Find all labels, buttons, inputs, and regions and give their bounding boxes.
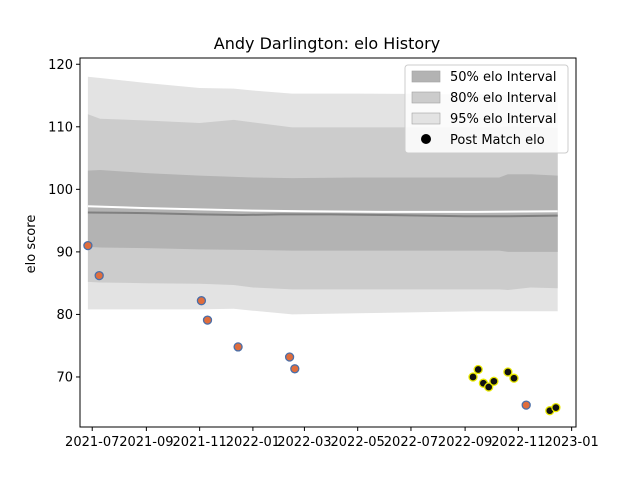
x-tick-label-4: 2022-01 (226, 435, 280, 450)
plot-frame (79, 57, 577, 428)
x-axis: 2021-07 2021-092021-112022-012022-032022-… (65, 427, 599, 450)
trend-lines (87, 205, 558, 218)
x-tick-label-9: 2022-11 (491, 435, 545, 450)
data-point-9 (473, 364, 483, 375)
data-point-6 (284, 352, 295, 362)
data-point-3 (196, 296, 207, 306)
data-point-15 (521, 400, 531, 410)
y-tick-label-6: 120 (48, 58, 73, 73)
legend-swatch-2 (411, 91, 441, 104)
legend-label-4: Post Match elo (450, 133, 545, 148)
legend: 50% elo Interval 80% elo Interval 95% elo … (404, 64, 569, 154)
data-point-8 (468, 372, 478, 382)
data-point-14 (509, 373, 519, 383)
median-line (87, 211, 558, 218)
post-match-points (83, 240, 561, 416)
legend-swatch-1 (411, 70, 441, 83)
y-axis: 70 80 90 100 110 120 (48, 58, 80, 385)
data-point-13 (503, 367, 513, 377)
data-point-1 (83, 240, 93, 251)
legend-marker-4 (421, 134, 431, 144)
data-point-2 (94, 270, 104, 281)
data-point-11 (484, 382, 494, 392)
data-point-5 (233, 342, 243, 352)
legend-label-2: 80% elo Interval (450, 91, 557, 106)
y-tick-label-2: 80 (56, 308, 73, 323)
data-point-17 (551, 402, 561, 413)
chart-title: Andy Darlington: elo History (214, 34, 440, 53)
x-tick-label-10: 2023-01 (544, 435, 598, 450)
x-tick-label-8: 2022-09 (438, 435, 492, 450)
legend-label-3: 95% elo Interval (450, 112, 557, 127)
x-tick-label-3: 2021-11 (172, 435, 226, 450)
legend-swatch-3 (411, 112, 441, 125)
x-tick-label-1: 2021-07 (65, 435, 119, 450)
x-tick-label-2: 2021-09 (119, 435, 173, 450)
mean-line (87, 205, 558, 213)
x-tick-label-7: 2022-07 (384, 435, 438, 450)
y-tick-label-5: 110 (48, 120, 73, 135)
legend-box (404, 64, 569, 154)
x-tick-label-5: 2022-03 (277, 435, 331, 450)
y-tick-label-1: 70 (56, 370, 73, 385)
y-axis-label: elo score (24, 215, 39, 274)
legend-label-1: 50% elo Interval (450, 70, 557, 85)
data-point-4 (202, 315, 213, 325)
y-tick-label-3: 90 (56, 245, 73, 260)
y-tick-label-4: 100 (48, 183, 73, 198)
x-tick-label-6: 2022-05 (331, 435, 385, 450)
data-point-7 (290, 364, 300, 374)
data-point-12 (489, 376, 499, 386)
